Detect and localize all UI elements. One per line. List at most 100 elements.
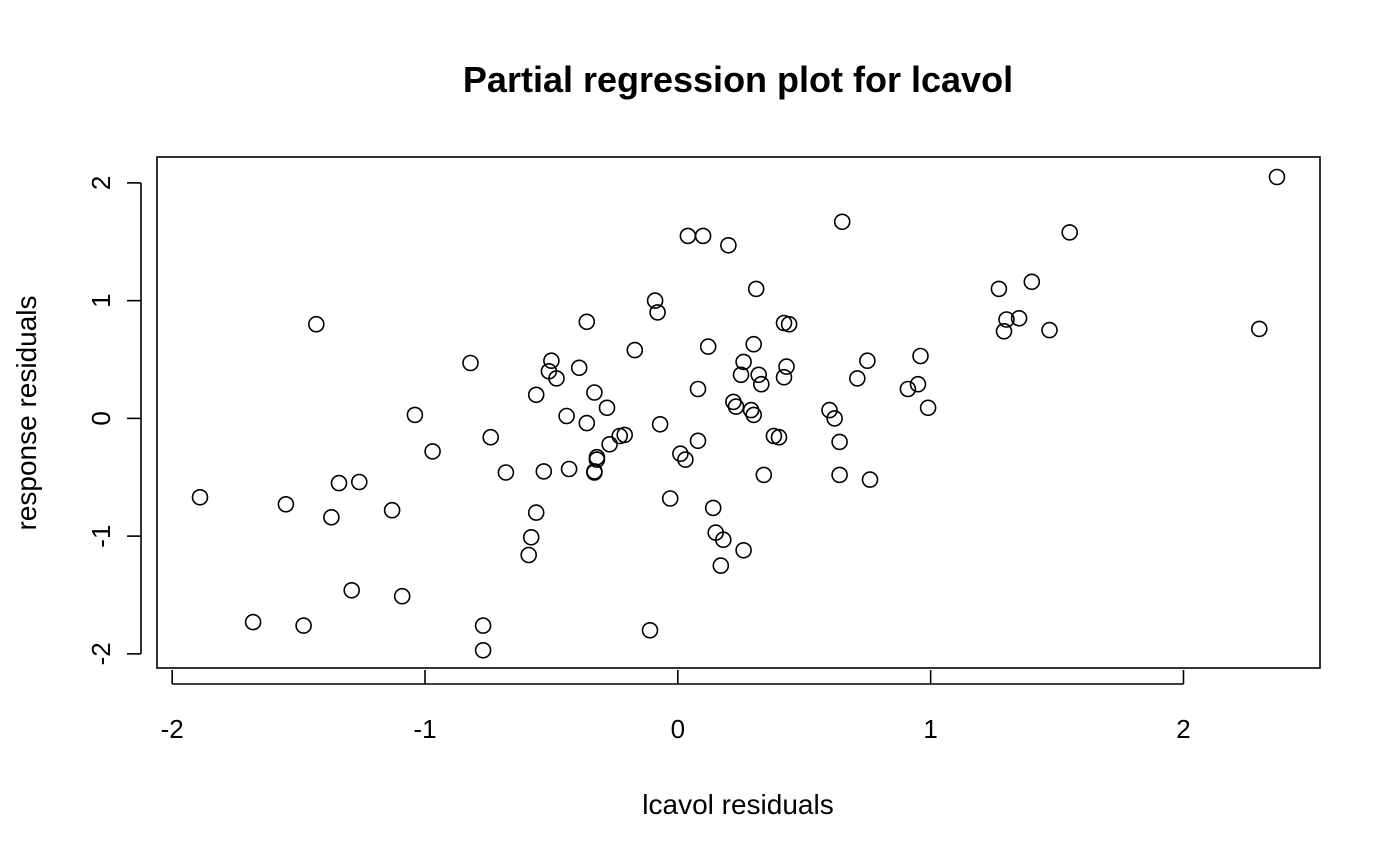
data-point: [497, 464, 515, 481]
data-point: [482, 428, 500, 446]
plot-area: [156, 156, 1321, 669]
x-tick-label: -1: [413, 714, 436, 744]
data-point: [720, 237, 737, 254]
data-point: [745, 406, 763, 424]
data-point: [474, 617, 492, 634]
data-point: [775, 368, 793, 386]
data-point: [522, 528, 540, 546]
data-point: [527, 504, 545, 521]
data-point: [474, 641, 492, 659]
data-point: [755, 466, 773, 484]
data-point: [1061, 224, 1078, 241]
y-tick-label: 1: [86, 293, 116, 307]
data-point: [649, 304, 666, 321]
data-point: [1251, 320, 1268, 338]
data-point: [727, 398, 745, 415]
data-point: [735, 541, 752, 559]
y-tick-label: 0: [86, 411, 116, 425]
data-point: [747, 280, 765, 298]
data-point: [548, 370, 565, 387]
data-point: [307, 315, 325, 333]
data-point: [651, 415, 669, 433]
data-point: [406, 406, 424, 424]
data-point: [570, 359, 588, 377]
data-point: [558, 407, 575, 425]
data-point: [1010, 309, 1028, 327]
data-point: [646, 292, 664, 309]
data-point: [343, 581, 361, 599]
data-point: [689, 380, 707, 398]
data-point: [560, 460, 578, 478]
data-point: [990, 280, 1008, 298]
data-point: [672, 445, 689, 463]
data-point: [704, 499, 722, 517]
x-axis: -2 -1 0 1 2: [161, 670, 1191, 744]
data-point: [714, 531, 732, 549]
data-point: [821, 401, 838, 419]
data-point: [527, 386, 545, 404]
data-point: [543, 352, 560, 370]
data-point: [732, 366, 750, 384]
data-point: [520, 546, 538, 564]
data-point: [752, 375, 770, 393]
data-point: [899, 380, 917, 398]
data-point: [393, 587, 411, 605]
data-point: [912, 347, 929, 365]
data-point: [626, 341, 644, 359]
data-point: [826, 410, 843, 427]
data-points: [191, 168, 1286, 659]
data-point: [330, 474, 348, 492]
data-point: [689, 432, 707, 450]
data-point: [1268, 168, 1286, 186]
data-point: [831, 433, 848, 451]
data-point: [641, 621, 659, 639]
x-tick-label: 2: [1176, 714, 1190, 744]
data-point: [277, 495, 295, 513]
y-tick-label: -2: [86, 642, 116, 665]
data-point: [1023, 273, 1041, 291]
data-point: [578, 313, 596, 331]
data-point: [770, 428, 788, 446]
data-point: [462, 354, 479, 372]
data-point: [712, 557, 730, 574]
data-point: [578, 414, 596, 432]
x-tick-label: 1: [923, 714, 937, 744]
data-point: [679, 227, 697, 245]
data-point: [699, 338, 717, 355]
data-point: [919, 399, 937, 417]
data-point: [586, 384, 603, 401]
data-point: [833, 213, 851, 231]
data-point: [598, 399, 616, 417]
data-point: [778, 358, 795, 375]
y-tick-label: -1: [86, 525, 116, 548]
x-tick-label: -2: [161, 714, 184, 744]
data-point: [677, 451, 694, 468]
y-tick-label: 2: [86, 176, 116, 190]
data-point: [831, 466, 848, 484]
data-point: [859, 352, 876, 370]
data-point: [535, 463, 553, 480]
data-point: [424, 443, 441, 460]
data-point: [750, 366, 768, 384]
data-point: [745, 335, 763, 353]
y-axis-label: response residuals: [11, 295, 42, 530]
data-point: [323, 508, 340, 526]
data-point: [588, 451, 606, 468]
data-point: [383, 501, 401, 519]
x-axis-label: lcavol residuals: [642, 789, 833, 820]
data-point: [661, 490, 679, 507]
data-point: [616, 426, 634, 444]
data-point: [998, 311, 1015, 328]
data-point: [735, 353, 752, 371]
data-point: [244, 613, 262, 631]
data-point: [601, 435, 618, 453]
chart-title: Partial regression plot for lcavol: [463, 59, 1013, 100]
y-axis: -2 -1 0 1 2: [86, 176, 142, 665]
data-point: [909, 375, 927, 393]
x-tick-label: 0: [671, 714, 685, 744]
data-point: [1041, 321, 1058, 339]
data-point: [861, 471, 879, 488]
data-point: [350, 473, 368, 491]
data-point: [848, 370, 866, 387]
